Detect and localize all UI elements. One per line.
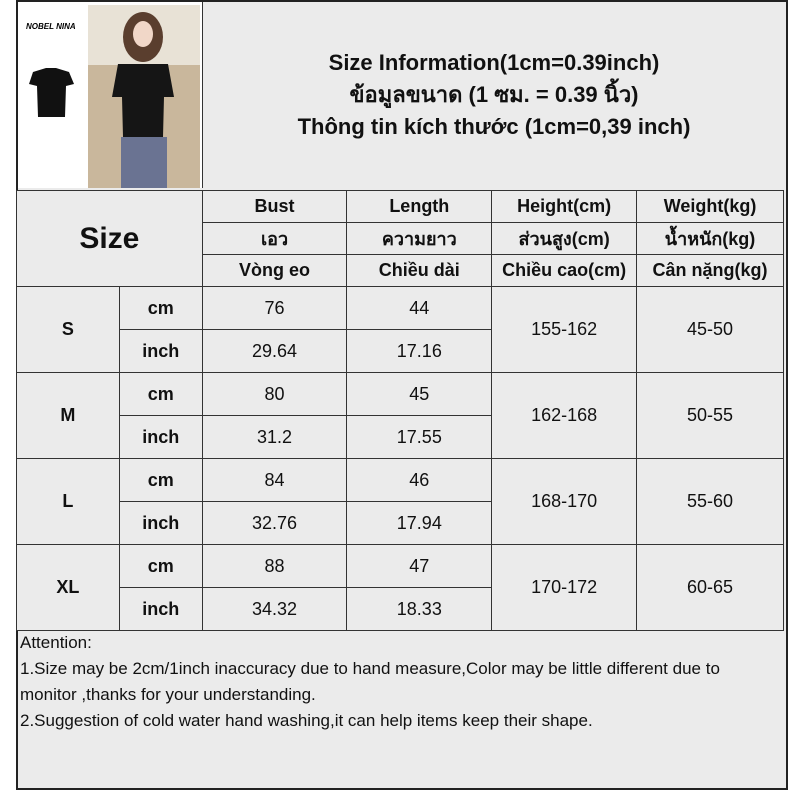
height-range: 162-168: [491, 372, 638, 459]
size-info-title: Size Information(1cm=0.39inch) ข้อมูลขนา…: [204, 0, 784, 190]
title-vietnamese: Thông tin kích thước (1cm=0,39 inch): [297, 114, 691, 139]
header-height: Height(cm): [491, 190, 638, 223]
height-range: 155-162: [491, 286, 638, 373]
table-row-cm: XL cm 88 47 170-172 60-65: [16, 544, 784, 631]
header-height-thai: ส่วนสูง(cm): [491, 222, 638, 255]
bust-cm: 80: [201, 372, 348, 416]
unit-inch: inch: [118, 587, 203, 631]
table-row-cm: S cm 76 44 155-162 45-50: [16, 286, 784, 373]
weight-range: 45-50: [636, 286, 784, 373]
unit-cm: cm: [118, 458, 203, 502]
table-row-inch: inch 29.64 17.16: [17, 329, 784, 373]
table-row-cm: M cm 80 45 162-168 50-55: [16, 372, 784, 459]
attention-note-1: 1.Size may be 2cm/1inch inaccuracy due t…: [20, 659, 720, 704]
unit-inch: inch: [118, 415, 203, 459]
table-row-inch: inch 34.32 18.33: [17, 587, 784, 631]
header-bust-thai: เอว: [201, 222, 348, 255]
length-inch: 17.94: [346, 501, 493, 545]
weight-range: 60-65: [636, 544, 784, 631]
header-length-vi: Chiều dài: [346, 254, 493, 287]
bust-cm: 76: [201, 286, 348, 330]
title-english: Size Information(1cm=0.39inch): [328, 50, 660, 75]
height-range: 170-172: [491, 544, 638, 631]
header-weight-thai: น้ำหนัก(kg): [636, 222, 784, 255]
length-cm: 47: [346, 544, 493, 588]
unit-cm: cm: [118, 286, 203, 330]
attention-title: Attention:: [20, 633, 92, 652]
header-height-vi: Chiều cao(cm): [491, 254, 638, 287]
size-label: L: [16, 458, 120, 545]
length-cm: 45: [346, 372, 493, 416]
attention-notes: Attention: 1.Size may be 2cm/1inch inacc…: [20, 630, 780, 734]
length-inch: 17.55: [346, 415, 493, 459]
attention-note-2: 2.Suggestion of cold water hand washing,…: [20, 711, 593, 730]
bust-inch: 34.32: [201, 587, 348, 631]
size-label: XL: [16, 544, 120, 631]
table-row-inch: inch 32.76 17.94: [17, 501, 784, 545]
title-thai: ข้อมูลขนาด (1 ซม. = 0.39 นิ้ว): [349, 82, 639, 107]
length-cm: 44: [346, 286, 493, 330]
header-weight: Weight(kg): [636, 190, 784, 223]
height-range: 168-170: [491, 458, 638, 545]
size-label: S: [16, 286, 120, 373]
table-row-inch: inch 31.2 17.55: [17, 415, 784, 459]
unit-inch: inch: [118, 329, 203, 373]
bust-cm: 84: [201, 458, 348, 502]
header-bust-vi: Vòng eo: [201, 254, 348, 287]
bust-inch: 32.76: [201, 501, 348, 545]
bust-inch: 29.64: [201, 329, 348, 373]
header-length-thai: ความยาว: [346, 222, 493, 255]
table-row-cm: L cm 84 46 168-170 55-60: [16, 458, 784, 545]
length-inch: 17.16: [346, 329, 493, 373]
bust-inch: 31.2: [201, 415, 348, 459]
size-header: Size: [16, 190, 203, 287]
bust-cm: 88: [201, 544, 348, 588]
weight-range: 55-60: [636, 458, 784, 545]
length-cm: 46: [346, 458, 493, 502]
header-weight-vi: Cân nặng(kg): [636, 254, 784, 287]
unit-cm: cm: [118, 372, 203, 416]
header-bust: Bust: [201, 190, 348, 223]
unit-inch: inch: [118, 501, 203, 545]
product-image: NOBEL NINA: [18, 2, 203, 188]
product-photo: NOBEL NINA: [26, 5, 200, 188]
length-inch: 18.33: [346, 587, 493, 631]
header-length: Length: [346, 190, 493, 223]
size-label: M: [16, 372, 120, 459]
weight-range: 50-55: [636, 372, 784, 459]
unit-cm: cm: [118, 544, 203, 588]
size-table: Size Bust Length Height(cm) Weight(kg) เ…: [16, 190, 784, 631]
svg-text:NOBEL NINA: NOBEL NINA: [26, 22, 76, 31]
